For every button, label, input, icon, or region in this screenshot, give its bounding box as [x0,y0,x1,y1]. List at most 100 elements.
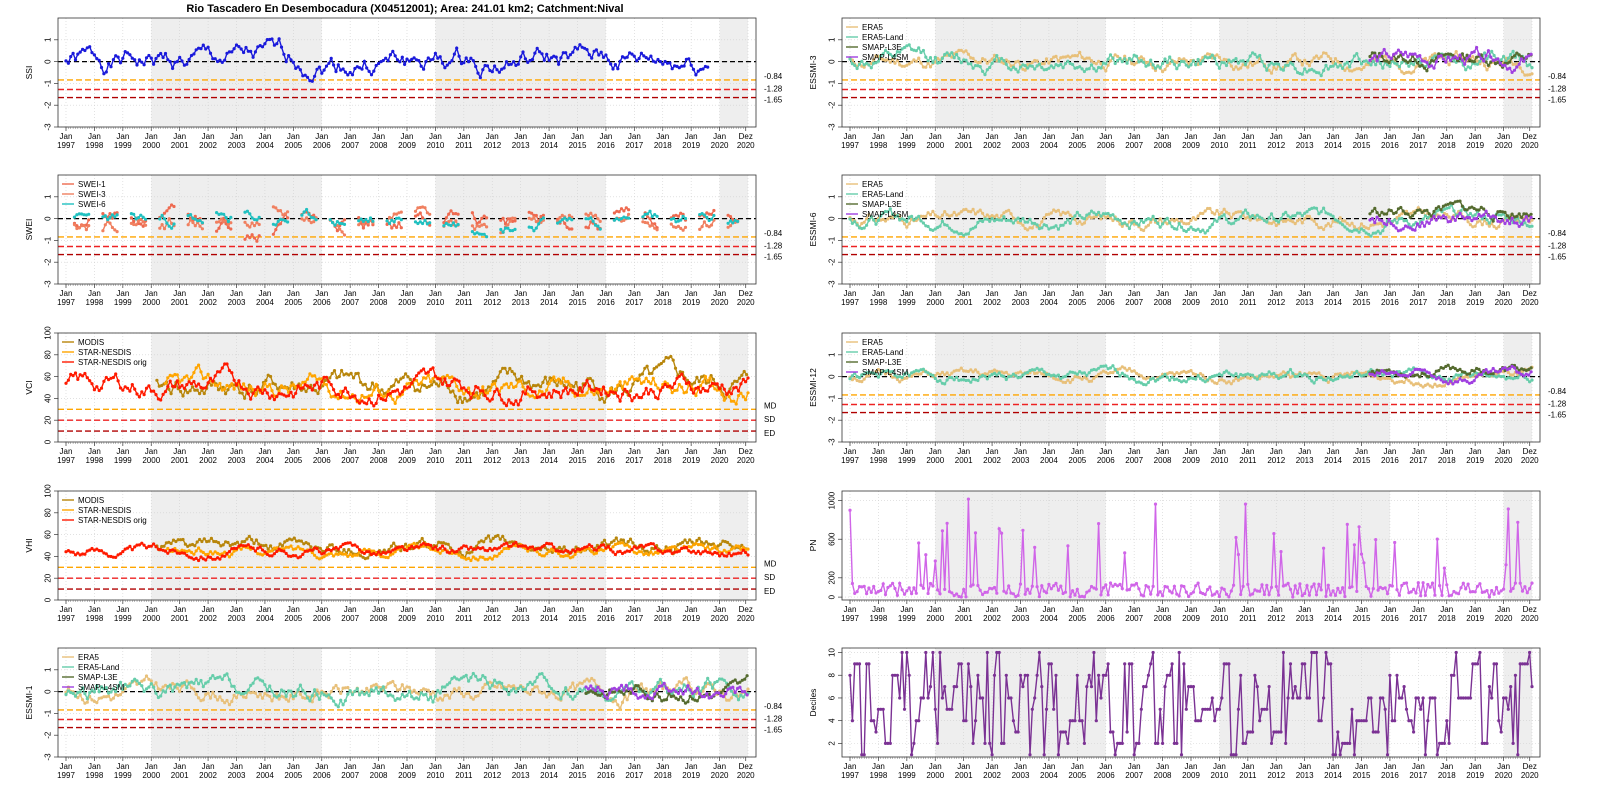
series-point-era5 [1352,225,1356,229]
series-point-swei1 [586,226,591,230]
series-point-swei1 [477,220,482,224]
x-tick-label-year: 2018 [654,298,672,307]
series-point-era5land [1485,57,1489,61]
series-point-swei6 [712,213,716,218]
series-point-era5land [1333,62,1338,66]
series-point-era5 [1284,219,1288,223]
series-point-era5 [1326,54,1330,58]
series-point-swei6 [560,218,564,222]
series-point-era5 [1175,217,1179,222]
series-point-era5 [1272,65,1276,69]
series-point-star_orig [549,395,554,399]
series-point-era5 [926,61,930,65]
series-point-ssi [102,72,106,76]
series-point-star_orig [332,388,336,392]
series-point-era5land [1499,213,1503,217]
series-point-modis [340,368,344,373]
series-point-star [706,379,710,383]
series-point-ssi [639,51,644,55]
series-point-era5 [1106,214,1110,218]
series-point-ssi [206,45,210,49]
series-point-era5land [1369,63,1373,67]
series-point-star [488,388,492,392]
series-point-swei6 [328,218,332,222]
series-point-modis [193,388,197,392]
series-point-era5 [1004,58,1008,62]
series-point-era5 [1085,56,1089,60]
series-point-era5land [988,219,992,223]
series-point-star_orig [194,384,198,388]
series-point-swei1 [679,211,683,215]
series-point-era5land [848,57,852,61]
series-point-swei6 [75,213,79,217]
series-point-ssi [149,56,153,60]
series-point-era5land [1224,217,1229,222]
y-tick-label: 80 [44,350,53,359]
series-point-l4sm [1434,60,1438,64]
series-point-era5 [1483,218,1487,222]
series-point-swei6 [252,217,257,222]
series-point-era5land [1336,219,1340,223]
series-point-swei6 [160,213,164,217]
series-point-swei6 [627,216,631,220]
series-point-l3e [1368,212,1372,216]
series-point-ssi [343,70,347,74]
series-point-ssi [208,51,213,55]
series-point-swei6 [643,212,647,216]
series-point-era5 [1319,225,1323,230]
series-point-swei1 [617,210,621,214]
x-tick-label-year: 1998 [86,456,104,465]
series-point-ssi [452,52,456,56]
series-point-era5land [1530,66,1534,70]
series-point-era5land [891,212,895,216]
series-point-era5 [862,220,866,224]
series-point-era5land [1194,228,1198,232]
series-point-l4sm [1475,217,1479,221]
series-point-swei1 [129,216,133,220]
series-point-swei1 [646,215,650,219]
series-point-ssi [395,58,400,62]
series-point-era5 [928,65,933,69]
series-point-star_orig [502,401,506,405]
series-point-star_orig [189,382,194,386]
series-point-star [684,390,689,394]
series-point-swei3 [113,228,117,232]
series-point-l3e [1475,55,1479,59]
series-point-ssi [232,47,236,51]
series-point-era5land [848,217,852,221]
series-point-star_orig [585,378,589,383]
series-point-star_orig [514,399,518,403]
series-point-era5land [1367,232,1371,236]
series-point-star_orig [161,392,165,396]
series-point-era5 [1099,217,1103,221]
x-tick-label-year: 2019 [682,456,700,465]
series-point-era5 [1191,216,1195,220]
series-point-era5land [1099,66,1103,70]
series-point-ssi [66,61,70,65]
series-point-era5 [883,58,888,63]
series-point-star_orig [467,391,471,395]
series-point-era5 [1044,57,1049,61]
series-point-swei6 [731,221,735,225]
series-point-ssi [618,59,622,64]
series-point-era5land [1352,54,1356,58]
series-point-swei6 [619,217,624,221]
series-point-era5 [1447,63,1451,67]
series-point-modis [600,396,604,400]
series-point-era5land [1047,227,1051,231]
series-point-era5 [1367,227,1371,231]
series-point-star_orig [578,386,582,390]
series-point-star_orig [296,384,300,388]
series-point-l4sm [1439,54,1443,58]
series-point-l3e [1484,60,1488,64]
series-point-ssi [135,63,139,67]
x-tick-label-month: Jan [287,132,300,141]
x-tick-label-year: 2009 [398,298,416,307]
x-tick-label-month: Jan [571,447,584,456]
threshold-label: -0.84 [1548,229,1567,238]
x-tick-label-month: Jan [1412,132,1425,141]
series-point-era5land [940,219,945,223]
series-point-star [727,395,731,399]
series-point-star [613,387,618,391]
series-point-era5 [1208,52,1212,57]
